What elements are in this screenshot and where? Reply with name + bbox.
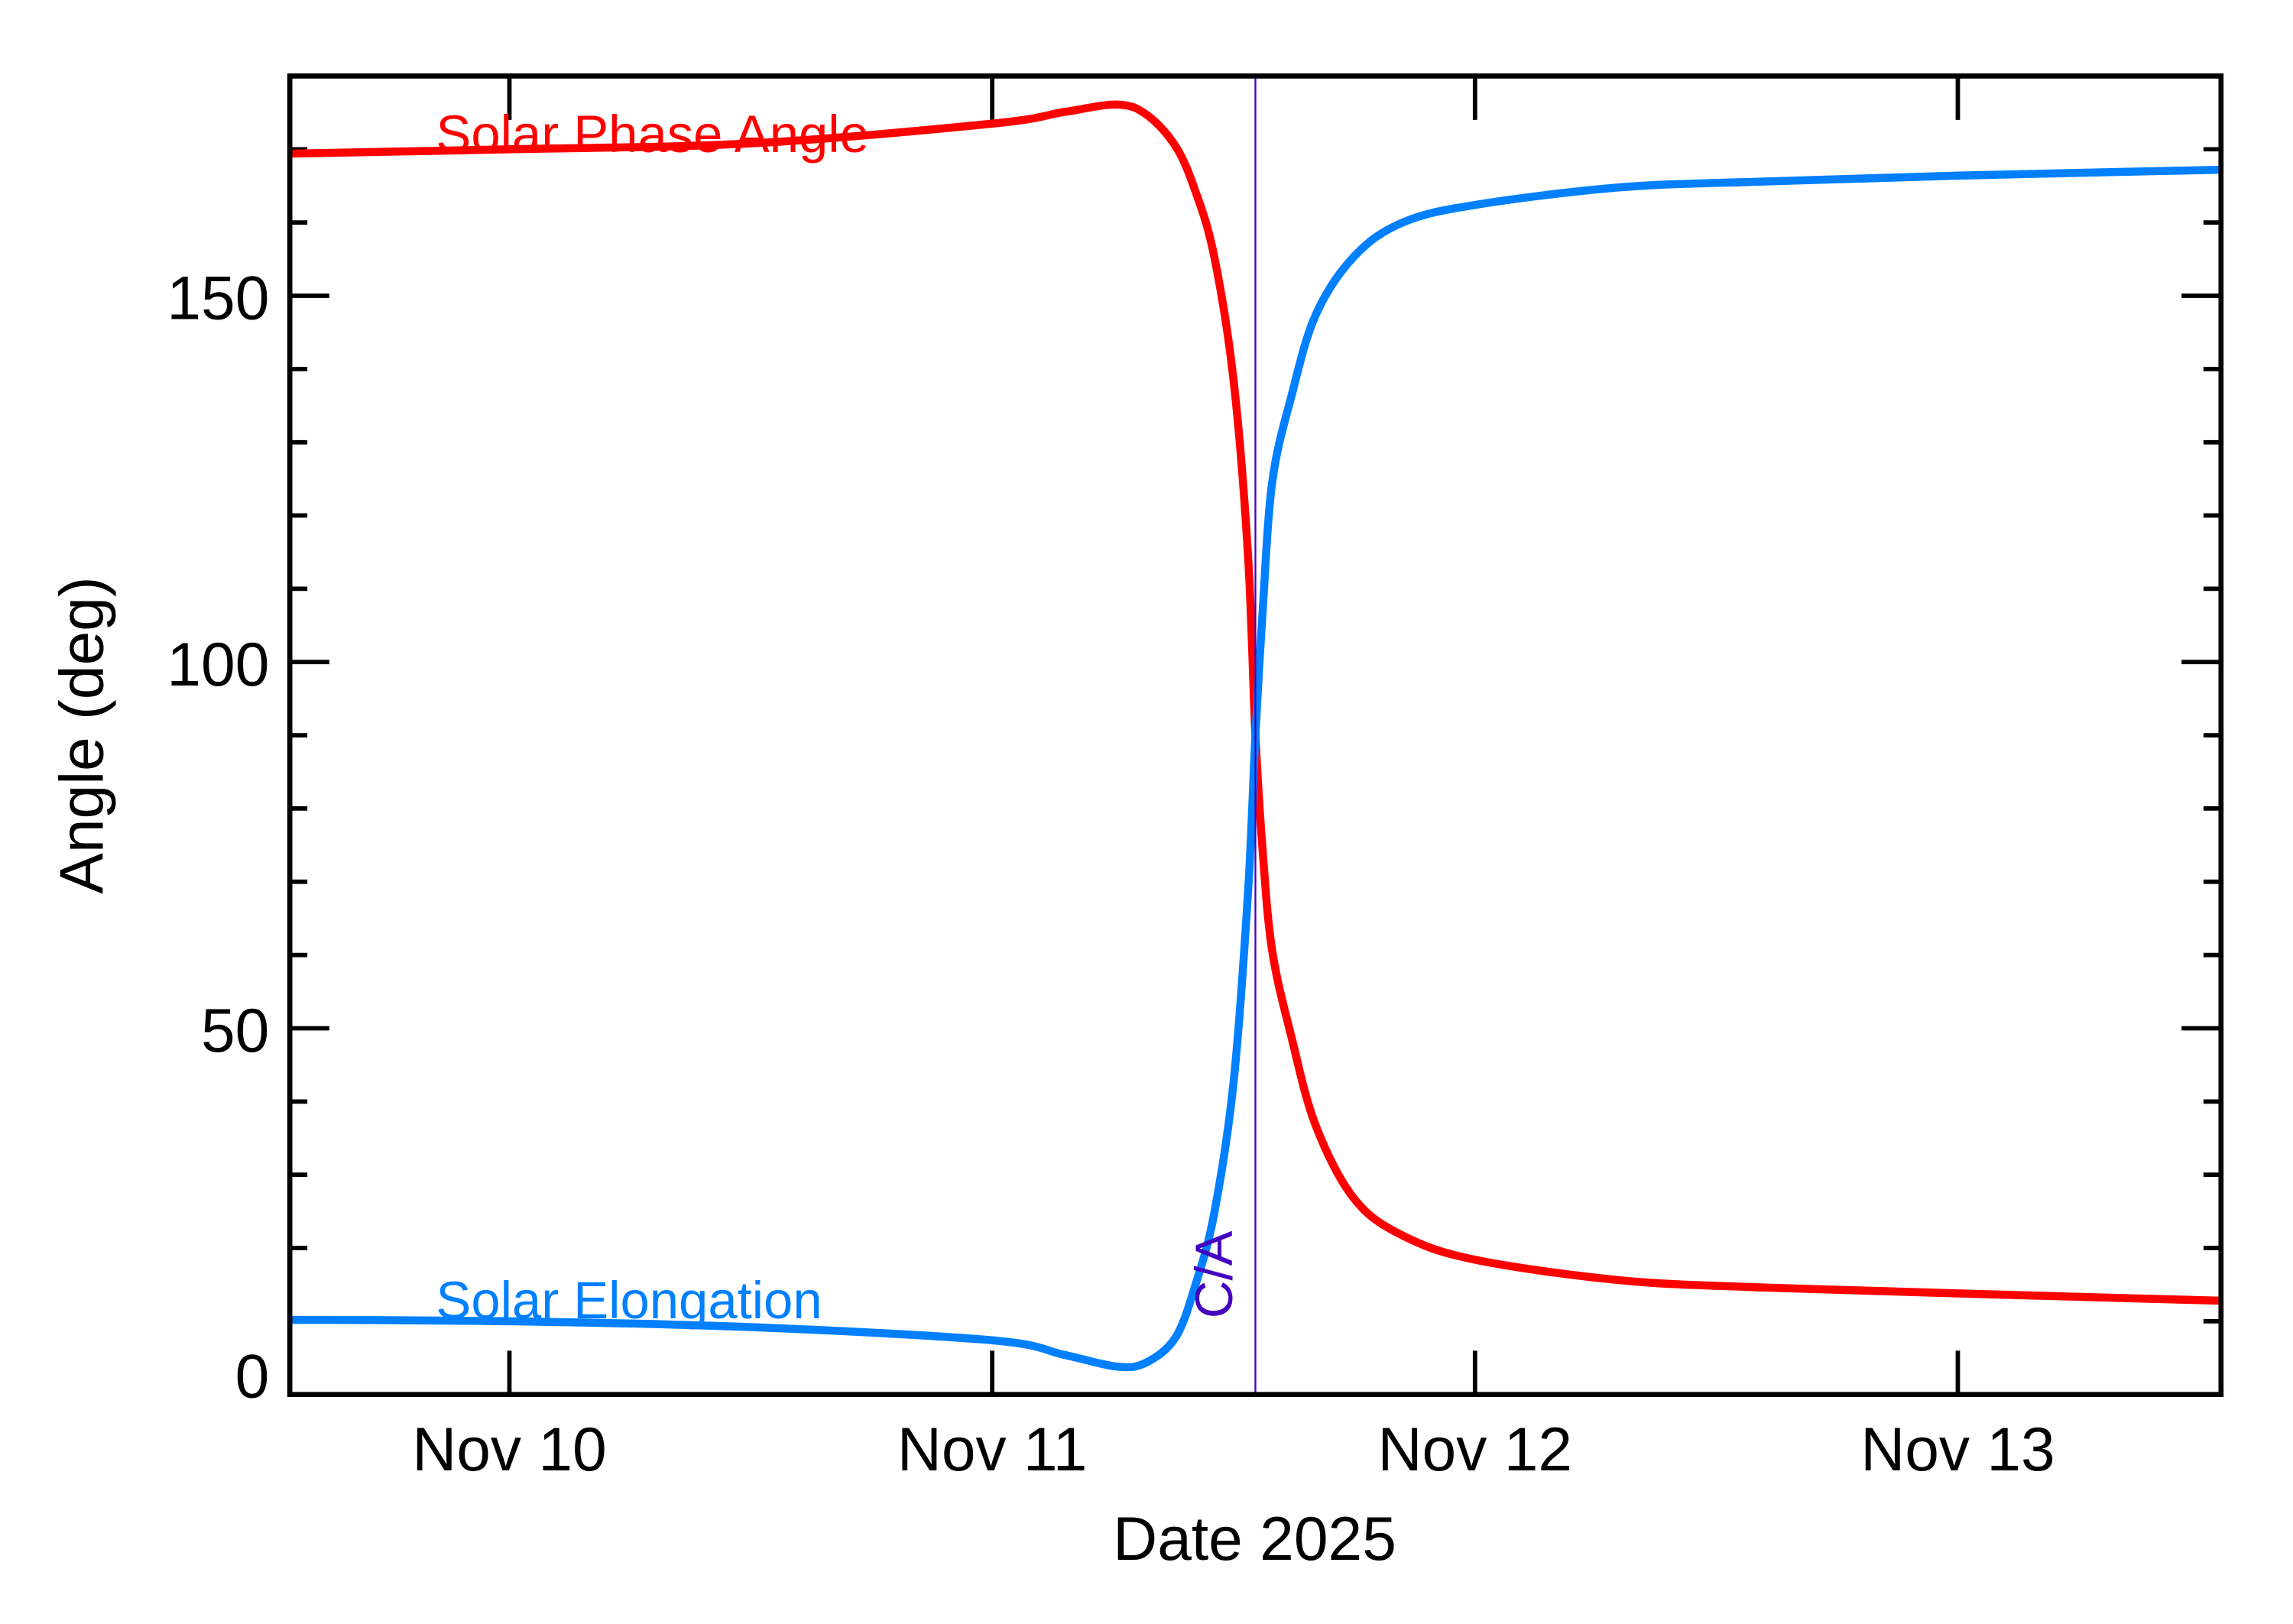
legend-solar-phase-angle: Solar Phase Angle xyxy=(436,105,868,164)
x-axis-title: Date 2025 xyxy=(1113,1505,1396,1574)
solar-phase-angle-line xyxy=(290,100,2221,1305)
legend-solar-elongation: Solar Elongation xyxy=(436,1271,822,1330)
y-tick-label: 50 xyxy=(201,997,269,1065)
plot-frame xyxy=(287,73,2224,1398)
y-tick-label: 0 xyxy=(235,1343,270,1412)
x-tick-label: Nov 13 xyxy=(1860,1415,2055,1484)
x-tick-labels: Nov 10 Nov 11 Nov 12 Nov 13 xyxy=(412,1415,2055,1484)
y-axis-title: Angle (deg) xyxy=(47,576,116,893)
x-tick-label: Nov 10 xyxy=(412,1415,607,1484)
y-tick-label: 150 xyxy=(167,264,269,333)
y-tick-label: 100 xyxy=(167,630,269,699)
x-tick-label: Nov 11 xyxy=(897,1415,1088,1484)
closest-approach-label: C/A xyxy=(1185,1230,1244,1318)
y-tick-labels: 0 50 100 150 xyxy=(167,264,269,1412)
solar-elongation-line xyxy=(290,165,2221,1372)
series-lines xyxy=(290,100,2221,1372)
x-tick-label: Nov 12 xyxy=(1378,1415,1573,1484)
